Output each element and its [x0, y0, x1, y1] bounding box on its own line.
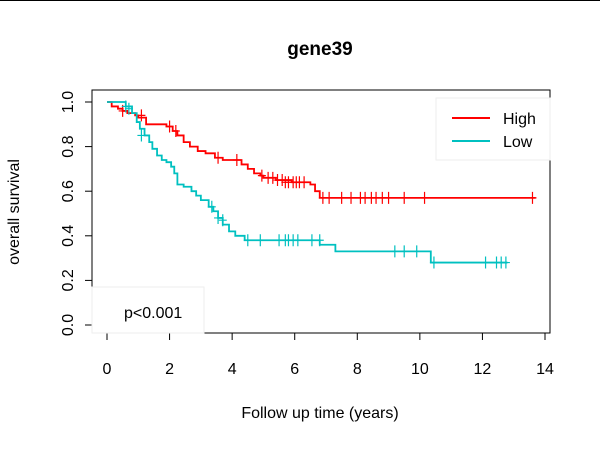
- x-tick-label: 8: [353, 361, 362, 378]
- censor-mark-low: [124, 102, 133, 115]
- chart-title: gene39: [287, 39, 352, 60]
- legend: High Low: [435, 97, 551, 161]
- censor-mark-low: [218, 214, 227, 227]
- x-tick-label: 0: [103, 361, 112, 378]
- censor-mark-high: [137, 109, 146, 122]
- censor-mark-low: [256, 234, 265, 247]
- legend-label-low: Low: [503, 134, 533, 151]
- censor-mark-low: [137, 129, 146, 142]
- censor-mark-high: [171, 124, 180, 137]
- legend-label-high: High: [503, 111, 536, 128]
- censor-mark-low: [243, 234, 252, 247]
- y-tick-label: 0.2: [60, 269, 77, 291]
- censor-mark-low: [429, 256, 438, 269]
- x-axis: 0 2 4 6 8 10 12 14: [103, 332, 554, 378]
- censor-mark-low: [412, 245, 421, 258]
- y-tick-label: 0.0: [60, 314, 77, 336]
- x-tick-label: 2: [165, 361, 174, 378]
- y-axis: 0.0 0.2 0.4 0.6 0.8 1.0: [60, 91, 93, 336]
- censor-mark-low: [207, 200, 216, 213]
- censor-mark-low: [481, 256, 490, 269]
- x-tick-label: 6: [290, 361, 299, 378]
- censor-mark-high: [300, 176, 309, 189]
- y-tick-label: 0.4: [60, 225, 77, 247]
- censor-mark-low: [214, 211, 223, 224]
- censor-mark-high: [165, 120, 174, 133]
- y-tick-label: 0.8: [60, 135, 77, 157]
- censor-mark-high: [528, 191, 537, 204]
- censor-mark-high: [268, 171, 277, 184]
- censor-mark-high: [347, 191, 356, 204]
- top-border-line: [0, 0, 600, 1]
- y-tick-label: 1.0: [60, 91, 77, 113]
- curve-low: [107, 101, 508, 264]
- x-tick-label: 14: [536, 361, 554, 378]
- p-value-frame: [91, 286, 205, 334]
- censor-mark-high: [337, 191, 346, 204]
- x-tick-label: 12: [474, 361, 492, 378]
- censor-mark-low: [307, 234, 316, 247]
- censor-mark-high: [400, 191, 409, 204]
- censor-mark-high: [214, 151, 223, 164]
- x-tick-label: 4: [228, 361, 237, 378]
- censor-mark-low: [400, 245, 409, 258]
- censor-mark-low: [293, 234, 302, 247]
- censor-mark-low: [390, 245, 399, 258]
- survival-curves: [107, 100, 537, 269]
- censor-mark-high: [325, 191, 334, 204]
- x-axis-label: Follow up time (years): [241, 405, 398, 422]
- censor-mark-high: [257, 169, 266, 182]
- censor-mark-high: [420, 191, 429, 204]
- legend-box: [435, 97, 551, 161]
- censor-mark-high: [232, 153, 241, 166]
- censor-mark-low: [315, 234, 324, 247]
- y-axis-label: overall survival: [6, 159, 23, 265]
- p-value-box: p<0.001: [91, 286, 205, 334]
- x-tick-label: 10: [411, 361, 429, 378]
- y-tick-label: 0.6: [60, 180, 77, 202]
- p-value-text: p<0.001: [124, 305, 182, 322]
- censor-mark-low: [501, 256, 510, 269]
- censor-mark-high: [384, 191, 393, 204]
